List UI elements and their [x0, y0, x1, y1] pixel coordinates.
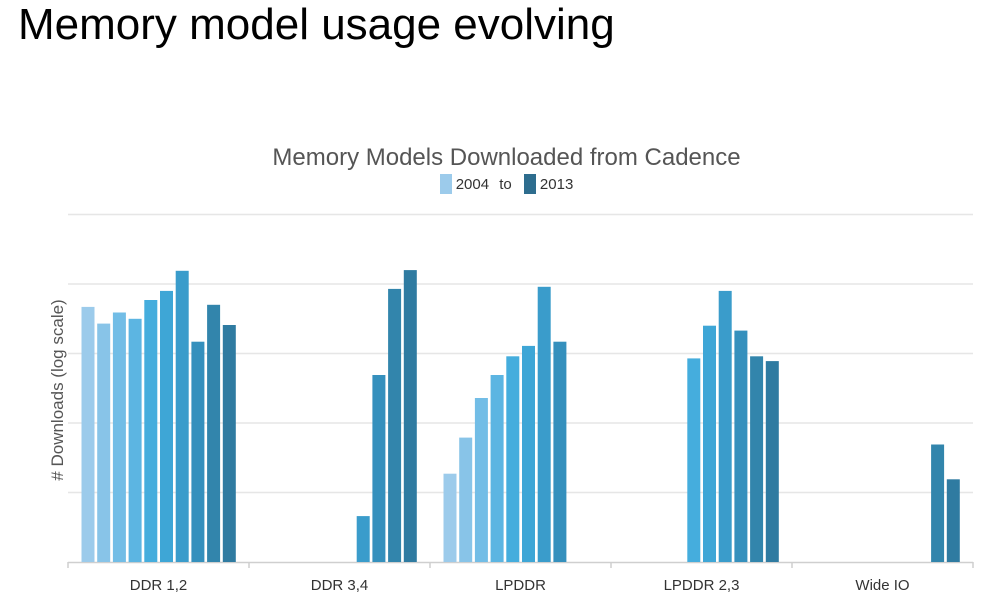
legend-start-label: 2004: [455, 176, 490, 193]
bar-ddr-1-2-2005: [97, 323, 111, 562]
bar-ddr-1-2-2009: [160, 290, 173, 562]
chart-title: Memory Models Downloaded from Cadence: [272, 144, 741, 171]
bar-lpddr-2-3-2011: [734, 330, 748, 562]
bar-ddr-3-4-2012: [388, 288, 402, 562]
bar-ddr-3-4-2013: [403, 270, 417, 562]
bar-ddr-1-2-2013: [222, 325, 236, 562]
bar-ddr-1-2-2010: [175, 270, 189, 562]
legend-connector: to: [499, 176, 512, 193]
bar-ddr-1-2-2004: [81, 306, 95, 562]
bar-lpddr-2010: [537, 286, 551, 562]
bar-wide-io-2013: [946, 479, 960, 562]
bar-ddr-1-2-2011: [191, 341, 205, 562]
x-tick-label: DDR 3,4: [311, 577, 369, 594]
x-tick-label: Wide IO: [855, 577, 909, 594]
legend-start-swatch: [439, 174, 452, 194]
legend-start-item: 2004: [439, 174, 490, 194]
bar-ddr-3-4-2010: [356, 516, 370, 562]
bar-lpddr-2006: [474, 398, 488, 562]
bar-ddr-1-2-2012: [207, 304, 221, 562]
legend-end-label: 2013: [539, 176, 574, 193]
x-tick-label: LPDDR 2,3: [664, 577, 740, 594]
x-tick-label: LPDDR: [495, 577, 546, 594]
bar-lpddr-2004: [443, 473, 457, 562]
bar-lpddr-2-3-2010: [718, 290, 732, 562]
bar-lpddr-2011: [553, 341, 567, 562]
bar-lpddr-2-3-2009: [703, 325, 716, 562]
bar-ddr-1-2-2007: [128, 318, 142, 563]
slide-title: Memory model usage evolving: [18, 0, 615, 49]
bar-lpddr-2007: [490, 375, 504, 562]
legend-end-item: 2013: [523, 174, 574, 194]
x-tick-label: DDR 1,2: [130, 577, 188, 594]
bar-wide-io-2012: [931, 444, 945, 562]
bar-lpddr-2009: [522, 345, 535, 562]
bar-ddr-1-2-2008: [144, 300, 158, 562]
chart-legend: 2004 to 2013: [0, 174, 993, 194]
bar-lpddr-2-3-2008: [687, 358, 701, 562]
bar-lpddr-2-3-2013: [765, 361, 779, 562]
bar-lpddr-2005: [459, 437, 473, 562]
bar-lpddr-2-3-2012: [750, 356, 764, 562]
bar-lpddr-2008: [506, 356, 520, 562]
bar-ddr-1-2-2006: [112, 312, 126, 562]
legend-end-swatch: [523, 174, 536, 194]
bar-ddr-3-4-2011: [372, 375, 386, 562]
